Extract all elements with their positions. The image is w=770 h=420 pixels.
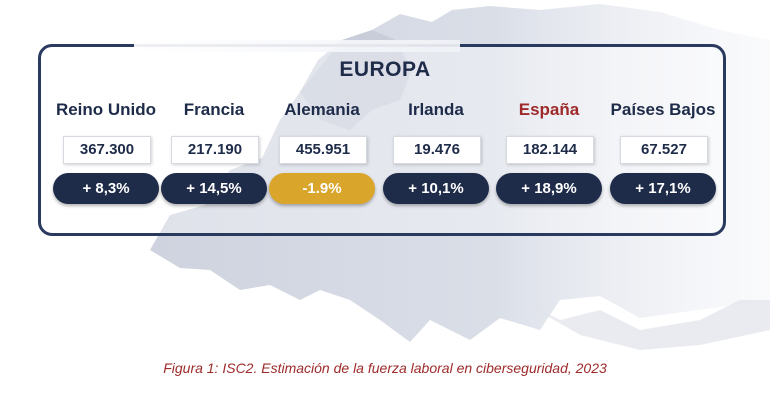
- change-pill: + 17,1%: [610, 173, 716, 204]
- figure-caption: Figura 1: ISC2. Estimación de la fuerza …: [163, 360, 607, 376]
- workforce-value: 455.951: [279, 136, 367, 164]
- change-pill: + 10,1%: [383, 173, 489, 204]
- europe-frame: [38, 44, 726, 236]
- country-column-espana: España 182.144 + 18,9%: [484, 96, 614, 216]
- change-pill: + 8,3%: [53, 173, 159, 204]
- country-label: Reino Unido: [55, 100, 157, 119]
- change-pill: + 18,9%: [496, 173, 602, 204]
- country-label: Alemania: [284, 100, 360, 119]
- workforce-value: 182.144: [506, 136, 594, 164]
- workforce-value: 19.476: [393, 136, 481, 164]
- frame-gap: [134, 40, 460, 52]
- workforce-value: 367.300: [63, 136, 151, 164]
- workforce-value: 217.190: [171, 136, 259, 164]
- country-label: Francia: [183, 100, 245, 119]
- country-column-francia: Francia 217.190 + 14,5%: [149, 96, 279, 216]
- country-label: España: [518, 100, 580, 119]
- country-column-reino-unido: Reino Unido 367.300 + 8,3%: [41, 96, 171, 216]
- change-pill: + 14,5%: [161, 173, 267, 204]
- country-column-irlanda: Irlanda 19.476 + 10,1%: [371, 96, 501, 216]
- workforce-value: 67.527: [620, 136, 708, 164]
- region-title: EUROPA: [339, 58, 431, 81]
- country-column-paises-bajos: Países Bajos 67.527 + 17,1%: [598, 96, 728, 216]
- country-label: Países Bajos: [610, 100, 716, 119]
- country-column-alemania: Alemania 455.951 -1.9%: [257, 96, 387, 216]
- country-label: Irlanda: [408, 100, 464, 119]
- change-pill: -1.9%: [269, 173, 375, 204]
